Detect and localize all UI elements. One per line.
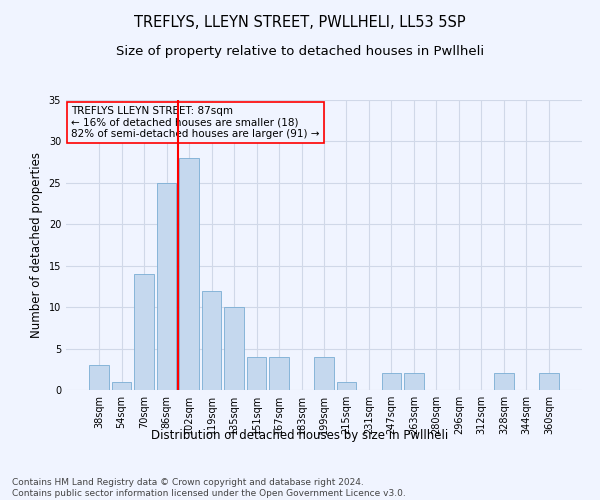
Bar bbox=[247, 357, 266, 390]
Text: Size of property relative to detached houses in Pwllheli: Size of property relative to detached ho… bbox=[116, 45, 484, 58]
Bar bbox=[539, 374, 559, 390]
Bar bbox=[224, 307, 244, 390]
Bar bbox=[112, 382, 131, 390]
Text: Contains HM Land Registry data © Crown copyright and database right 2024.
Contai: Contains HM Land Registry data © Crown c… bbox=[12, 478, 406, 498]
Bar bbox=[89, 365, 109, 390]
Bar bbox=[134, 274, 154, 390]
Text: TREFLYS, LLEYN STREET, PWLLHELI, LL53 5SP: TREFLYS, LLEYN STREET, PWLLHELI, LL53 5S… bbox=[134, 15, 466, 30]
Bar bbox=[494, 374, 514, 390]
Text: TREFLYS LLEYN STREET: 87sqm
← 16% of detached houses are smaller (18)
82% of sem: TREFLYS LLEYN STREET: 87sqm ← 16% of det… bbox=[71, 106, 320, 139]
Y-axis label: Number of detached properties: Number of detached properties bbox=[30, 152, 43, 338]
Bar bbox=[314, 357, 334, 390]
Bar bbox=[404, 374, 424, 390]
Bar bbox=[157, 183, 176, 390]
Bar bbox=[269, 357, 289, 390]
Bar bbox=[179, 158, 199, 390]
Bar bbox=[337, 382, 356, 390]
Bar bbox=[202, 290, 221, 390]
Bar bbox=[382, 374, 401, 390]
Text: Distribution of detached houses by size in Pwllheli: Distribution of detached houses by size … bbox=[151, 428, 449, 442]
